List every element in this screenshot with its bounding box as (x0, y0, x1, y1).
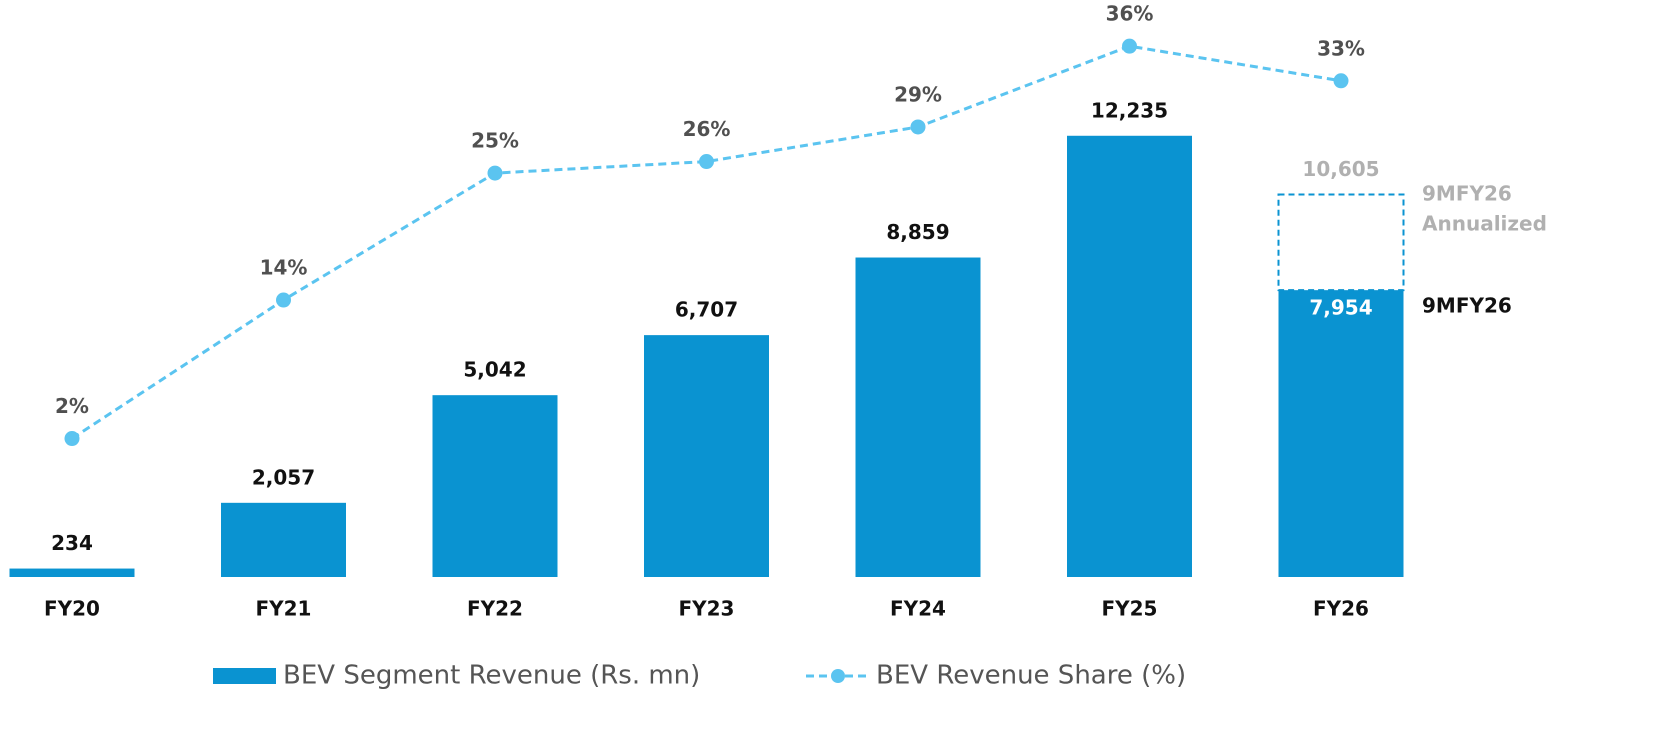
bar (644, 335, 769, 577)
data-label: 7,954 (1309, 296, 1372, 320)
line-point (1333, 73, 1349, 89)
bar (432, 395, 558, 577)
bar (9, 568, 135, 577)
actual-note: 9MFY26 (1422, 294, 1512, 318)
x-tick-label: FY24 (890, 597, 946, 621)
annualized-note: 9MFY26 (1422, 182, 1512, 206)
data-label: 12,235 (1091, 98, 1168, 122)
data-label: 5,042 (463, 358, 526, 382)
legend-swatch (213, 668, 276, 684)
annualized-label: 10,605 (1302, 157, 1379, 181)
x-tick-label: FY21 (256, 597, 312, 621)
x-tick-label: FY20 (44, 597, 100, 621)
x-tick-label: FY23 (679, 597, 735, 621)
legend-swatch (831, 669, 845, 683)
data-label: 33% (1317, 36, 1365, 60)
data-label: 29% (894, 82, 942, 106)
data-label: 6,707 (675, 298, 738, 322)
line-point (276, 292, 291, 308)
data-label: 14% (260, 256, 308, 280)
data-label: 25% (471, 129, 519, 153)
bar (855, 257, 981, 577)
bar (221, 502, 346, 577)
bar (1067, 135, 1192, 577)
line-point (64, 431, 80, 447)
data-label: 234 (51, 531, 93, 555)
data-label: 2% (55, 394, 89, 418)
annualized-note: Annualized (1422, 212, 1547, 236)
bar (1278, 290, 1404, 577)
x-tick-label: FY26 (1313, 597, 1369, 621)
line-point (910, 119, 926, 135)
line-point (1122, 38, 1137, 54)
data-label: 36% (1106, 2, 1154, 26)
x-tick-label: FY22 (467, 597, 523, 621)
data-label: 8,859 (886, 220, 949, 244)
data-label: 26% (683, 117, 731, 141)
annualized-box (1277, 193, 1405, 292)
line-point (487, 165, 503, 181)
line-point (699, 154, 714, 170)
data-label: 2,057 (252, 465, 315, 489)
x-tick-label: FY25 (1102, 597, 1158, 621)
legend-label: BEV Segment Revenue (Rs. mn) (283, 661, 700, 691)
legend-label: BEV Revenue Share (%) (876, 661, 1186, 691)
